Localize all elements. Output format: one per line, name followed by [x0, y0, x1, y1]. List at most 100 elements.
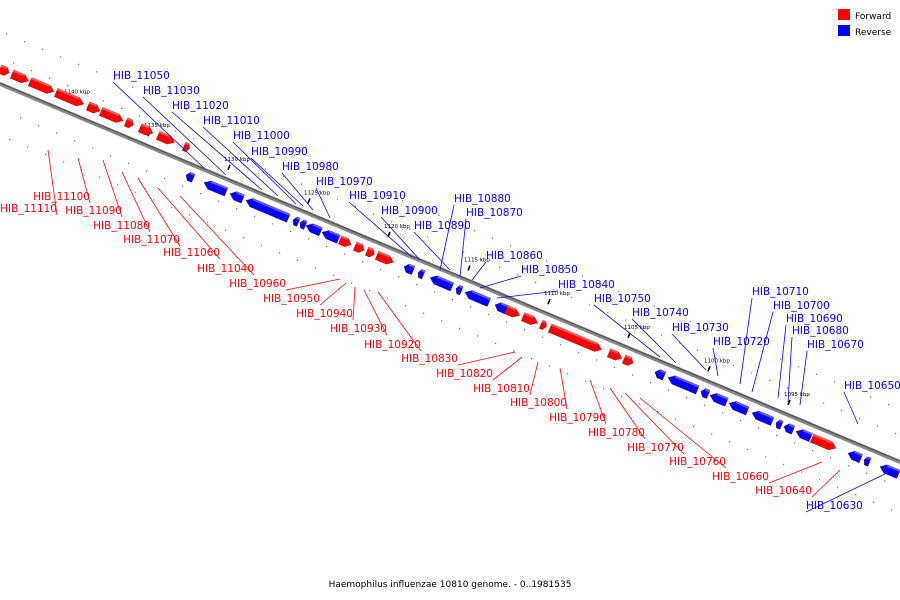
scale-dot	[614, 366, 616, 369]
scale-dot	[78, 63, 80, 65]
gene-highlight	[408, 264, 415, 269]
scale-dot	[297, 259, 299, 261]
gene-label: HIB_10870	[466, 207, 523, 219]
scale-dot	[819, 478, 821, 481]
tick-mark	[467, 265, 471, 271]
scale-dot	[423, 312, 425, 314]
gene-leader-line	[589, 379, 607, 425]
scale-dot	[866, 472, 868, 474]
scale-dot	[603, 388, 605, 390]
gene-body	[464, 290, 491, 307]
gene-body	[305, 223, 323, 237]
scale-dot	[204, 116, 206, 118]
gene-highlight	[500, 302, 508, 308]
gene-arrow	[375, 250, 394, 265]
scale-dot	[650, 382, 652, 384]
scale-dot	[225, 229, 227, 231]
gene-highlight	[377, 251, 390, 258]
scale-dot	[852, 388, 854, 391]
tick-label: 1105 kbp	[624, 325, 650, 331]
gene-leader-line	[479, 275, 522, 289]
gene-arrow	[299, 219, 308, 230]
gene-body	[0, 64, 10, 76]
scale-dot	[805, 395, 807, 397]
gene-arrow	[751, 410, 775, 426]
scale-dot	[870, 396, 872, 398]
gene-arrow	[700, 388, 711, 399]
scale-dot	[618, 290, 620, 292]
gene-label: HIB_11030	[143, 85, 200, 97]
scale-dot	[312, 162, 314, 164]
gene-leader-line	[787, 336, 793, 403]
genome-axis-shadow	[0, 82, 900, 464]
gene-label: HIB_10800	[510, 397, 567, 409]
scale-dot	[895, 432, 897, 435]
scale-dot	[848, 465, 850, 467]
gene-body	[429, 275, 455, 292]
scale-dot	[96, 71, 98, 73]
gene-highlight	[886, 464, 900, 473]
gene-label: HIB_10760	[669, 456, 726, 468]
scale-dot	[175, 130, 177, 132]
gene-highlight	[812, 433, 833, 444]
gene-label: HIB_10710	[752, 286, 809, 298]
scale-dot	[668, 389, 670, 391]
gene-leader-line	[315, 187, 331, 219]
scale-dot	[438, 214, 440, 217]
gene-body	[795, 429, 813, 442]
gene-label: HIB_10830	[401, 353, 458, 365]
scale-dot	[409, 228, 411, 230]
gene-arrow	[86, 101, 101, 114]
gene-body	[539, 319, 547, 330]
scale-dot	[315, 267, 317, 269]
gene-body	[863, 456, 872, 467]
gene-highlight	[779, 419, 784, 423]
scale-dot	[787, 387, 789, 389]
scale-dot	[596, 359, 598, 361]
scale-dot	[823, 402, 825, 404]
scale-dot	[13, 62, 15, 64]
gene-highlight	[609, 348, 619, 354]
gene-label: HIB_10890	[414, 220, 471, 232]
gene-arrow	[417, 269, 426, 280]
gene-highlight	[758, 411, 775, 420]
scale-dot	[265, 168, 267, 170]
scale-dot	[499, 266, 501, 268]
scale-dot	[92, 147, 94, 149]
gene-body	[728, 401, 750, 416]
scale-dot	[85, 92, 87, 94]
gene-body	[353, 241, 365, 253]
gene-label: HIB_10730	[672, 322, 729, 334]
gene-label: HIB_10630	[806, 500, 863, 512]
gene-highlight	[30, 77, 51, 88]
scale-dot	[63, 161, 65, 163]
gene-highlight	[340, 235, 349, 241]
scale-dot	[218, 200, 220, 202]
gene-body	[548, 323, 602, 352]
gene-leader-line	[529, 361, 539, 396]
gene-arrow	[365, 246, 375, 258]
gene-label: HIB_10780	[588, 427, 645, 439]
gene-label: HIB_10680	[792, 325, 849, 337]
gene-highlight	[140, 123, 150, 129]
gene-leader-line	[439, 204, 455, 271]
scale-dot	[621, 395, 623, 398]
scale-dot	[549, 365, 551, 367]
scale-dot	[391, 221, 393, 223]
scale-dot	[744, 343, 746, 345]
scale-dot	[236, 208, 238, 210]
scale-dot	[492, 237, 494, 239]
scale-dot	[171, 206, 173, 209]
scale-dot	[812, 450, 814, 452]
gene-leader-line	[102, 159, 123, 218]
gene-leader-line	[768, 461, 823, 484]
scale-dot	[600, 283, 602, 285]
scale-dot	[783, 463, 785, 466]
gene-body	[607, 348, 623, 361]
scale-dot	[114, 78, 116, 81]
scale-dot	[74, 140, 76, 142]
scale-dot	[891, 509, 893, 511]
gene-label: HIB_11040	[197, 263, 254, 275]
